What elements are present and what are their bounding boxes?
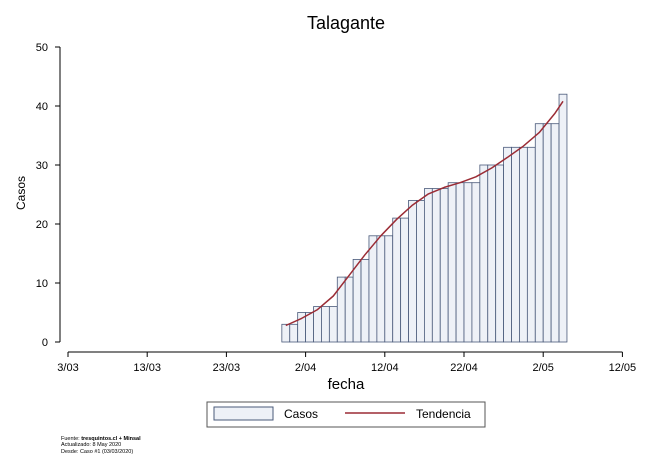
x-tick-label: 3/03 (57, 362, 78, 374)
legend-label-casos: Casos (284, 407, 318, 421)
bar (439, 188, 449, 343)
bar (455, 182, 465, 343)
bar (479, 164, 489, 343)
since-note: Desde: Caso #1 (03/03/2020) (61, 448, 134, 455)
bar (376, 235, 386, 343)
x-tick-label: 2/04 (295, 362, 316, 374)
x-tick-label: 2/05 (532, 362, 553, 374)
y-tick-label: 10 (36, 278, 48, 290)
bar (463, 182, 473, 343)
bar (431, 188, 441, 343)
x-tick-label: 23/03 (213, 362, 241, 374)
bar (447, 182, 457, 343)
bar (392, 217, 402, 343)
bar (526, 146, 536, 343)
x-tick-label: 12/05 (609, 362, 637, 374)
bar (281, 323, 291, 343)
source-label: Fuente: (61, 436, 80, 442)
bar (550, 123, 560, 343)
source-line: Fuente: tresquintos.cl + Minsal (61, 436, 141, 442)
x-axis-title: fecha (328, 376, 365, 393)
y-axis: 0 10 20 30 40 50 (36, 42, 61, 349)
bar (384, 235, 394, 343)
bar (534, 123, 544, 343)
bar (305, 312, 314, 343)
bar (511, 146, 520, 343)
bar (423, 188, 433, 343)
bar (408, 199, 417, 343)
x-tick-label: 12/04 (371, 362, 399, 374)
bar (400, 217, 409, 343)
y-tick-label: 30 (36, 160, 48, 172)
bar (558, 93, 568, 343)
trend-line (285, 100, 564, 327)
bar (328, 306, 338, 343)
bar (519, 146, 528, 343)
source-note: Fuente: tresquintos.cl + Minsal Actualiz… (61, 436, 141, 455)
bar (368, 235, 378, 343)
legend: Casos Tendencia (206, 401, 486, 428)
bar (416, 199, 425, 343)
x-axis: 3/03 13/03 23/03 2/04 12/04 22/04 2/05 12/05 (57, 351, 637, 374)
bar (495, 164, 504, 343)
bar (542, 123, 552, 343)
legend-swatch-casos (213, 406, 274, 421)
bar (344, 276, 354, 343)
bar (503, 146, 512, 343)
line-series-tendencia (285, 100, 564, 327)
bar (487, 164, 497, 343)
bar (360, 258, 370, 343)
legend-label-tendencia: Tendencia (416, 407, 471, 421)
y-axis-title: Casos (14, 176, 28, 210)
x-tick-label: 13/03 (133, 362, 161, 374)
bar-series-casos (281, 93, 568, 343)
x-tick-label: 22/04 (450, 362, 478, 374)
y-tick-label: 0 (42, 337, 48, 349)
chart-title: Talagante (307, 13, 385, 33)
y-tick-label: 20 (36, 219, 48, 231)
source-value: tresquintos.cl + Minsal (81, 436, 141, 442)
y-tick-label: 40 (36, 101, 48, 113)
bar (352, 258, 362, 343)
bar (471, 182, 481, 343)
updated-note: Actualizado: 8 May 2020 (61, 442, 122, 449)
bar (289, 323, 299, 343)
bar (321, 306, 330, 343)
y-tick-label: 50 (36, 42, 48, 54)
